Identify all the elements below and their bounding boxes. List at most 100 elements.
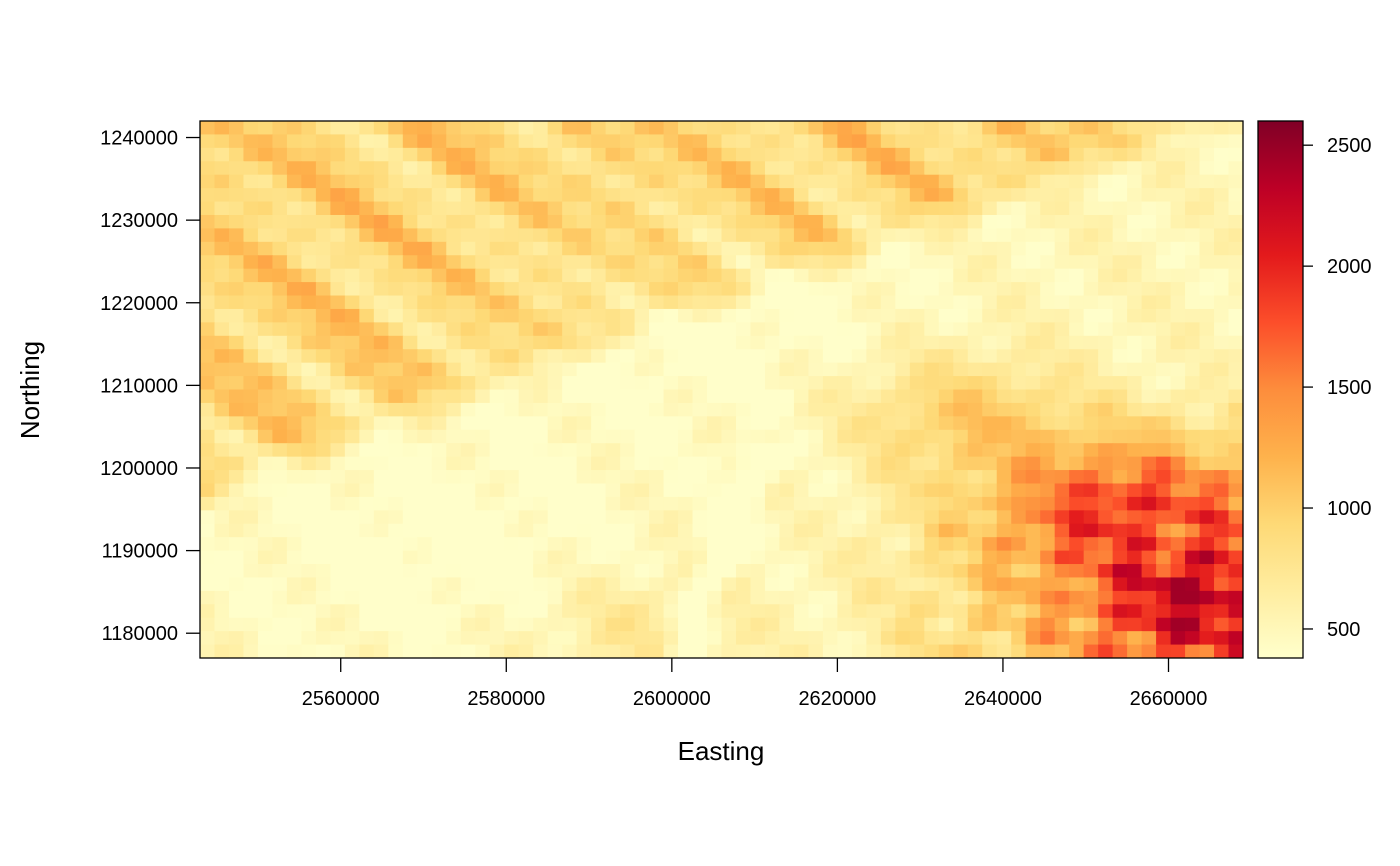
raster-cell	[735, 604, 752, 619]
raster-cell	[779, 362, 795, 377]
raster-cell	[1098, 510, 1114, 525]
raster-cell	[315, 510, 331, 525]
raster-cell	[909, 201, 925, 216]
raster-cell	[330, 496, 346, 511]
raster-cell	[678, 268, 694, 283]
raster-cell	[562, 416, 578, 431]
raster-cell	[243, 147, 259, 162]
raster-cell	[808, 121, 824, 136]
raster-cell	[533, 483, 549, 498]
raster-cell	[982, 201, 998, 216]
raster-cell	[330, 322, 346, 337]
raster-cell	[286, 282, 303, 297]
raster-cell	[924, 389, 940, 404]
raster-cell	[1069, 550, 1085, 565]
raster-cell	[1011, 241, 1027, 256]
raster-cell	[605, 174, 621, 189]
raster-cell	[692, 268, 708, 283]
raster-cell	[547, 402, 563, 417]
raster-cell	[417, 470, 433, 485]
raster-cell	[1098, 268, 1114, 283]
raster-cell	[735, 201, 752, 216]
raster-cell	[576, 523, 592, 538]
raster-cell	[793, 604, 810, 619]
raster-cell	[880, 147, 896, 162]
raster-cell	[649, 322, 665, 337]
raster-cell	[1185, 564, 1201, 579]
raster-cell	[866, 174, 882, 189]
raster-cell	[837, 443, 853, 458]
raster-cell	[489, 631, 505, 646]
raster-cell	[243, 523, 259, 538]
raster-cell	[460, 537, 476, 552]
raster-cell	[1199, 322, 1215, 337]
raster-cell	[735, 349, 752, 364]
raster-cell	[866, 282, 882, 297]
raster-cell	[330, 241, 346, 256]
raster-cell	[1112, 255, 1128, 270]
raster-cell	[533, 496, 549, 511]
raster-cell	[475, 161, 491, 176]
raster-cell	[518, 214, 534, 230]
raster-cell	[851, 617, 867, 632]
raster-cell	[388, 161, 404, 176]
raster-cell	[1156, 228, 1172, 243]
raster-cell	[1156, 537, 1172, 552]
raster-cell	[562, 456, 578, 471]
raster-cell	[1185, 577, 1201, 592]
raster-cell	[605, 268, 621, 283]
raster-cell	[504, 349, 520, 364]
raster-cell	[489, 564, 505, 579]
raster-cell	[793, 577, 810, 592]
raster-cell	[272, 322, 288, 337]
raster-cell	[257, 134, 274, 149]
raster-cell	[1054, 456, 1070, 471]
raster-cell	[808, 523, 824, 538]
raster-cell	[953, 201, 969, 216]
raster-cell	[996, 389, 1012, 404]
raster-cell	[214, 510, 230, 525]
raster-cell	[518, 537, 534, 552]
raster-cell	[996, 268, 1012, 283]
raster-cell	[1127, 510, 1143, 525]
raster-cell	[330, 268, 346, 283]
raster-cell	[518, 362, 534, 377]
raster-cell	[475, 429, 491, 444]
raster-cell	[938, 496, 954, 511]
raster-cell	[1069, 282, 1085, 297]
raster-cell	[982, 174, 998, 189]
raster-cell	[895, 483, 911, 498]
raster-cell	[533, 537, 549, 552]
raster-cell	[1214, 228, 1230, 243]
raster-cell	[895, 617, 911, 632]
raster-cell	[1112, 416, 1128, 431]
raster-cell	[272, 470, 288, 485]
raster-cell	[1011, 577, 1027, 592]
raster-cell	[1185, 402, 1201, 417]
raster-cell	[243, 617, 259, 632]
raster-cell	[996, 308, 1012, 323]
raster-cell	[837, 214, 853, 230]
raster-cell	[315, 349, 331, 364]
raster-cell	[402, 590, 418, 605]
raster-cell	[663, 255, 679, 270]
raster-cell	[649, 255, 665, 270]
raster-cell	[822, 214, 838, 230]
raster-cell	[1098, 416, 1114, 431]
raster-cell	[576, 268, 592, 283]
raster-cell	[692, 322, 708, 337]
raster-cell	[286, 161, 303, 176]
raster-cell	[793, 228, 810, 243]
raster-cell	[1228, 214, 1243, 230]
raster-cell	[562, 510, 578, 525]
raster-cell	[388, 389, 404, 404]
raster-cell	[938, 604, 954, 619]
raster-cell	[200, 241, 216, 256]
raster-cell	[692, 376, 708, 391]
raster-cell	[257, 443, 274, 458]
raster-cell	[1054, 510, 1070, 525]
raster-cell	[1228, 268, 1243, 283]
raster-cell	[257, 537, 274, 552]
raster-cell	[707, 201, 723, 216]
raster-cell	[301, 268, 317, 283]
